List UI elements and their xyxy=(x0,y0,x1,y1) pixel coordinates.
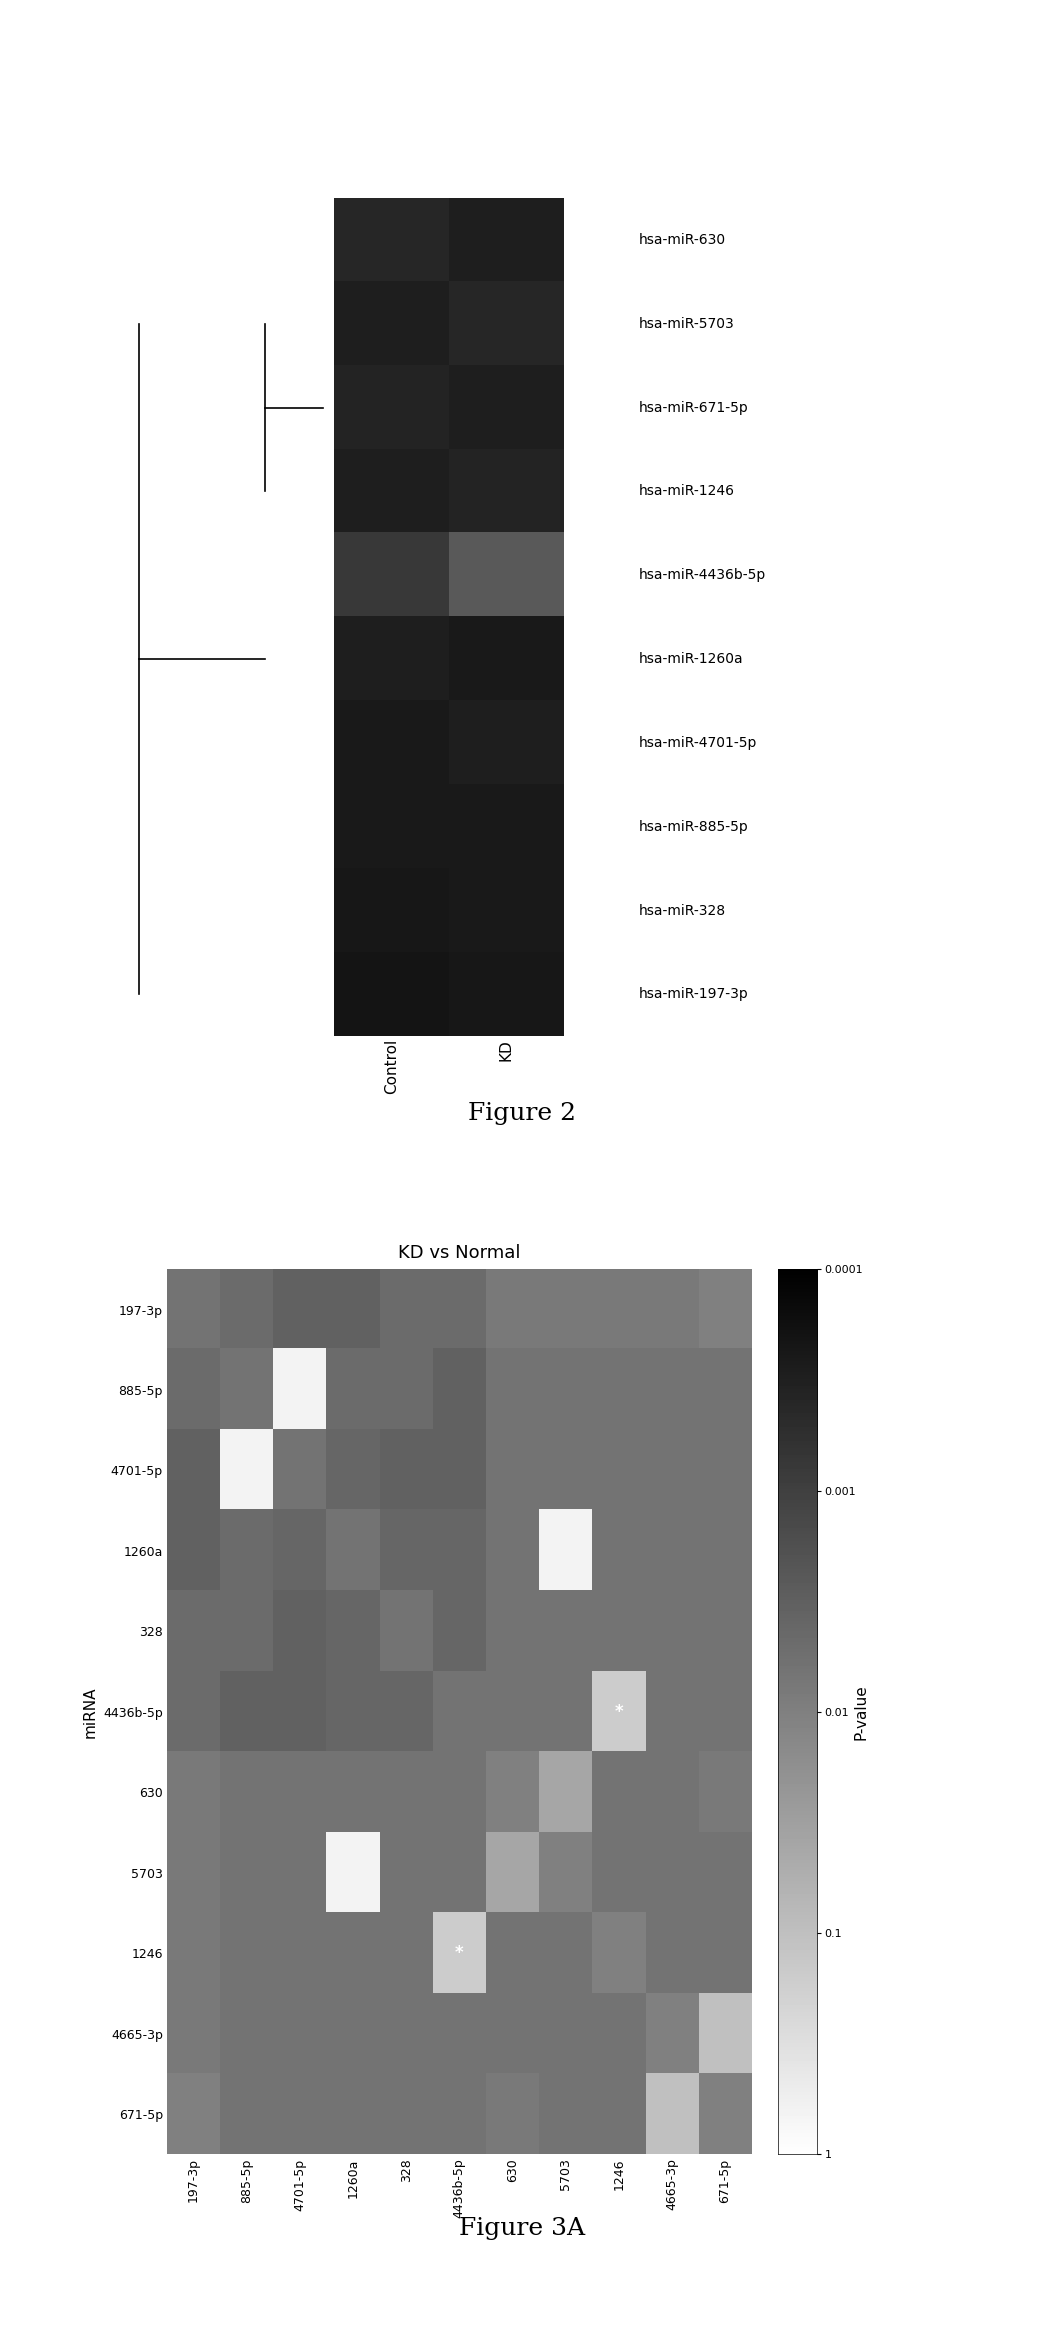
Text: hsa-miR-1246: hsa-miR-1246 xyxy=(638,484,734,498)
Text: hsa-miR-671-5p: hsa-miR-671-5p xyxy=(638,401,749,415)
Text: Figure 3A: Figure 3A xyxy=(459,2217,585,2240)
Text: hsa-miR-5703: hsa-miR-5703 xyxy=(638,317,734,331)
Text: hsa-miR-885-5p: hsa-miR-885-5p xyxy=(638,820,749,834)
Title: KD vs Normal: KD vs Normal xyxy=(398,1244,521,1262)
Text: P-value: P-value xyxy=(854,1684,869,1740)
Text: *: * xyxy=(615,1702,623,1721)
Text: *: * xyxy=(455,1945,464,1963)
Text: hsa-miR-328: hsa-miR-328 xyxy=(638,904,726,918)
Y-axis label: miRNA: miRNA xyxy=(82,1686,97,1737)
Text: hsa-miR-1260a: hsa-miR-1260a xyxy=(638,652,743,666)
Text: hsa-miR-4436b-5p: hsa-miR-4436b-5p xyxy=(638,568,765,582)
Text: Figure 2: Figure 2 xyxy=(468,1102,576,1125)
Text: hsa-miR-197-3p: hsa-miR-197-3p xyxy=(638,987,749,1001)
Text: hsa-miR-4701-5p: hsa-miR-4701-5p xyxy=(638,736,757,750)
Text: hsa-miR-630: hsa-miR-630 xyxy=(638,233,726,247)
